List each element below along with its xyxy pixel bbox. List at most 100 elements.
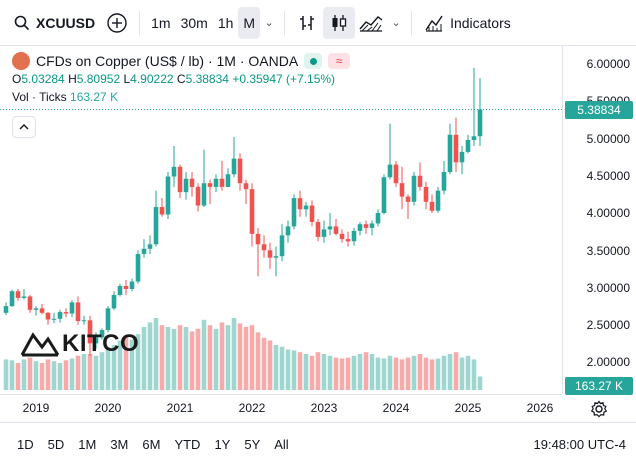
bar-chart-style-button[interactable] — [291, 7, 323, 39]
area-style-button[interactable] — [355, 7, 387, 39]
volume-bar — [399, 359, 405, 390]
timeframe-30m[interactable]: 30m — [180, 14, 208, 31]
change-value: +0.35947 (+7.15%) — [232, 72, 336, 86]
chevron-down-icon[interactable]: ⌄ — [264, 17, 274, 29]
candle — [435, 186, 441, 213]
volume-bar — [75, 355, 81, 390]
area-chart-icon — [359, 15, 383, 32]
timeframe-month[interactable]: M — [238, 6, 261, 39]
volume-bar — [357, 354, 363, 390]
candles-style-button[interactable] — [323, 6, 356, 39]
volume-bar — [285, 349, 291, 390]
clock-timezone[interactable]: 19:48:00 UTC-4 — [533, 437, 627, 452]
volume-bar — [129, 339, 135, 390]
volume-bar — [21, 359, 27, 390]
timeframe-1m[interactable]: 1m — [151, 14, 171, 31]
range-1y[interactable]: 1Y — [214, 437, 231, 452]
candle — [363, 220, 369, 234]
range-5y[interactable]: 5Y — [244, 437, 261, 452]
volume-bar — [327, 355, 333, 390]
volume-bar — [141, 327, 147, 390]
candle — [441, 160, 447, 195]
range-5d[interactable]: 5D — [47, 437, 65, 452]
year-tick: 2020 — [94, 401, 122, 415]
candle — [9, 289, 15, 307]
volume-bar — [273, 345, 279, 390]
candle — [51, 312, 57, 324]
market-open-icon[interactable] — [304, 53, 323, 69]
candle — [153, 190, 159, 247]
time-axis[interactable]: 2019 2020 2021 2022 2023 2024 2025 2026 — [0, 394, 562, 422]
volume-legend: Vol · Ticks 163.27 K — [12, 88, 350, 106]
candle — [381, 174, 387, 215]
candle — [201, 149, 207, 208]
volume-bar — [465, 355, 471, 390]
candle — [177, 164, 183, 199]
volume-bar — [171, 328, 177, 390]
chevron-up-icon — [19, 124, 29, 130]
collapse-legend-button[interactable] — [12, 116, 36, 138]
candle — [255, 227, 261, 277]
compare-button[interactable] — [101, 7, 133, 39]
cfd-badge[interactable]: ≈ — [328, 53, 351, 69]
range-bar: 1D 5D 1M 3M 6M YTD 1Y 5Y All 19:48:00 UT… — [0, 422, 636, 466]
range-all[interactable]: All — [274, 437, 289, 452]
candle — [315, 218, 321, 242]
kitco-watermark: KITCO — [20, 330, 139, 358]
chevron-down-icon[interactable]: ⌄ — [391, 17, 401, 29]
volume-bar — [441, 355, 447, 390]
candle — [279, 224, 285, 262]
volume-bar — [249, 325, 255, 390]
candle — [99, 328, 105, 340]
volume-bar — [369, 354, 375, 390]
volume-bar — [411, 355, 417, 390]
candle — [477, 78, 483, 146]
settings-gear-icon[interactable] — [590, 400, 608, 418]
volume-bar — [417, 354, 423, 390]
last-volume-tag: 163.27 K — [565, 377, 633, 395]
range-1m[interactable]: 1M — [78, 437, 97, 452]
range-3m[interactable]: 3M — [110, 437, 129, 452]
volume-bar — [267, 340, 273, 390]
volume-bar — [477, 376, 483, 390]
volume-bar — [105, 346, 111, 390]
symbol-search[interactable]: XCUUSD — [8, 7, 101, 39]
candle — [207, 179, 213, 205]
candle — [249, 183, 255, 247]
candle — [291, 194, 297, 230]
timeframe-1h[interactable]: 1h — [217, 14, 234, 31]
volume-bar — [231, 318, 237, 390]
candle — [135, 250, 141, 284]
indicators-button[interactable]: Indicators — [418, 7, 517, 39]
volume-bar — [183, 327, 189, 390]
candle — [417, 162, 423, 191]
volume-bar — [387, 355, 393, 390]
price-chart[interactable] — [0, 46, 562, 394]
range-6m[interactable]: 6M — [142, 437, 161, 452]
volume-bar — [333, 357, 339, 390]
volume-bar — [225, 325, 231, 390]
candle — [303, 201, 309, 217]
price-tick: 5.00000 — [586, 132, 630, 146]
candle — [39, 303, 45, 315]
year-tick: 2026 — [526, 401, 554, 415]
volume-bar — [117, 340, 123, 390]
candle — [405, 194, 411, 219]
range-1d[interactable]: 1D — [17, 437, 34, 452]
candle — [267, 242, 273, 269]
volume-bar — [87, 354, 93, 390]
kitco-wordmark: KITCO — [62, 330, 140, 357]
candle — [45, 312, 51, 325]
instrument-title[interactable]: CFDs on Copper (US$ / lb) · 1M · OANDA — [36, 53, 299, 69]
indicators-icon — [425, 15, 443, 32]
plus-circle-icon — [107, 12, 127, 33]
volume-bar — [159, 325, 165, 390]
volume-bar — [237, 323, 243, 390]
price-tick: 4.00000 — [586, 206, 630, 220]
copper-symbol-icon — [12, 52, 30, 70]
range-ytd[interactable]: YTD — [174, 437, 201, 452]
price-tick: 6.00000 — [586, 57, 630, 71]
volume-bar — [471, 359, 477, 390]
candle — [273, 246, 279, 277]
price-axis[interactable]: 6.00000 5.50000 5.00000 4.50000 4.00000 … — [562, 46, 636, 395]
